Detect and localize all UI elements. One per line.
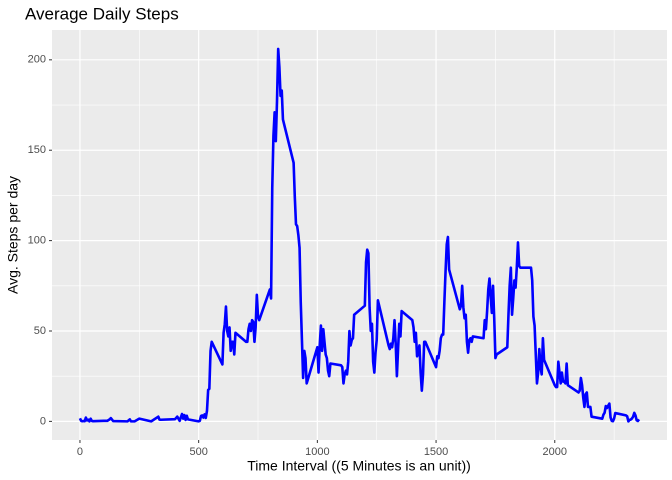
x-tick-label: 500 bbox=[189, 446, 207, 458]
chart-title: Average Daily Steps bbox=[25, 4, 179, 23]
y-tick-label: 0 bbox=[40, 415, 46, 427]
x-tick-label: 1500 bbox=[424, 446, 448, 458]
x-tick-label: 1000 bbox=[305, 446, 329, 458]
y-tick-label: 200 bbox=[28, 54, 46, 66]
y-tick-label: 150 bbox=[28, 144, 46, 156]
y-tick-label: 50 bbox=[34, 325, 46, 337]
major-grid bbox=[52, 30, 667, 440]
plot-panel bbox=[52, 30, 667, 440]
y-axis-title: Avg. Steps per day bbox=[5, 176, 21, 294]
x-axis-title: Time Interval ((5 Minutes is an unit)) bbox=[247, 458, 471, 474]
data-line bbox=[78, 47, 641, 423]
x-tick-label: 2000 bbox=[543, 446, 567, 458]
x-tick-label: 0 bbox=[77, 446, 83, 458]
y-tick-label: 100 bbox=[28, 235, 46, 247]
minor-grid bbox=[52, 30, 667, 440]
